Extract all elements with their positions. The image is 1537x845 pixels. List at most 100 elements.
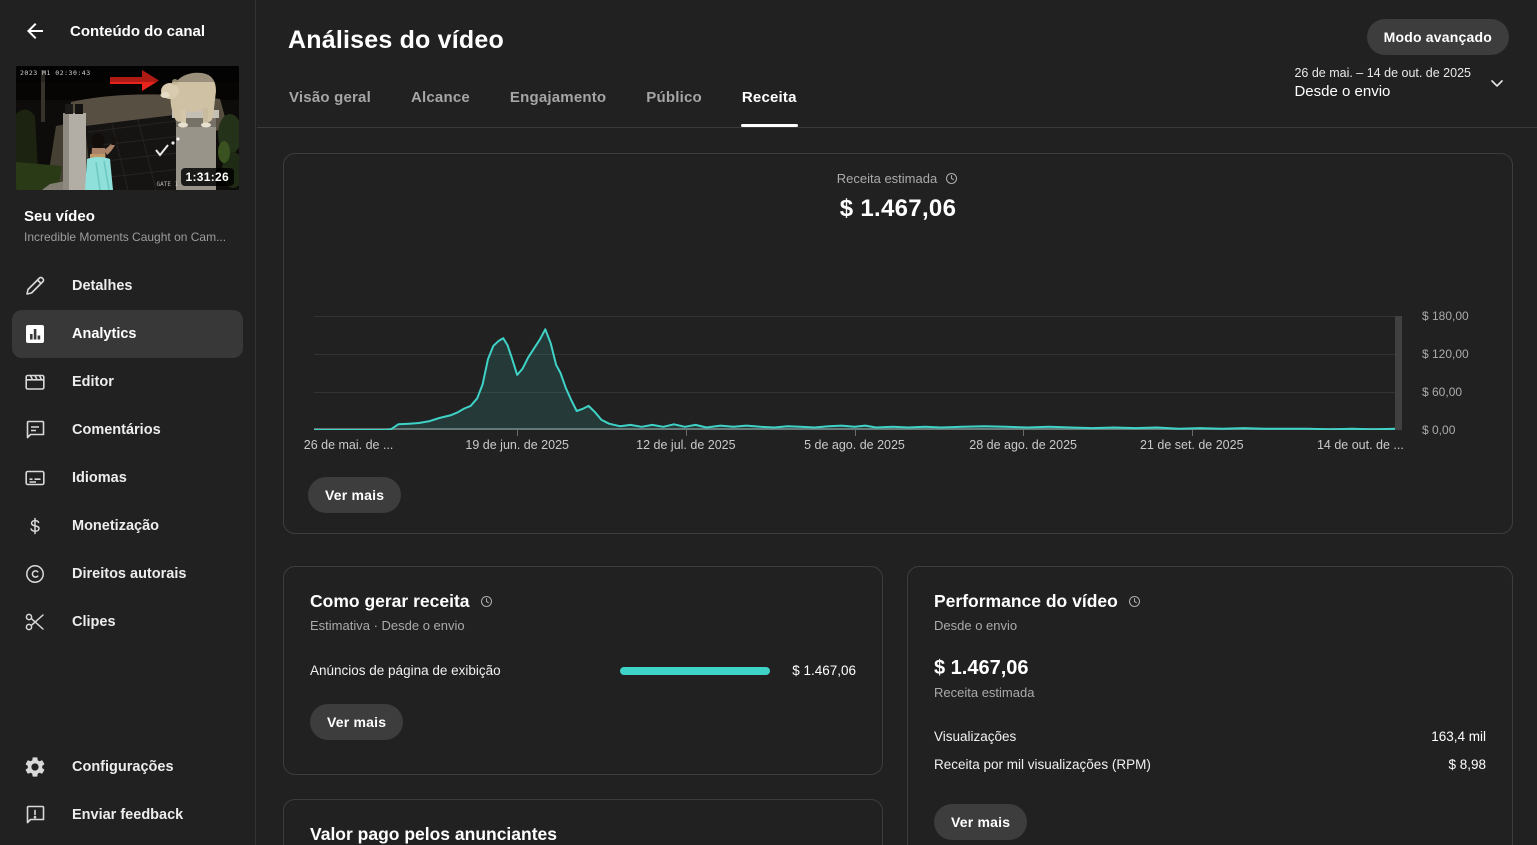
- camera-label: GATE 1: [156, 181, 179, 188]
- video-owner-label: Seu vídeo: [24, 208, 95, 225]
- main-area: Análises do vídeo Modo avançado Visão ge…: [257, 0, 1537, 845]
- clock-icon: [1127, 594, 1142, 609]
- metric-row-label: Receita por mil visualizações (RPM): [934, 756, 1151, 772]
- sidebar-item-enviar-feedback[interactable]: Enviar feedback: [12, 791, 243, 839]
- x-axis-label: 19 de jun. de 2025: [465, 438, 570, 452]
- revenue-line-chart[interactable]: [314, 316, 1402, 430]
- gridline-180: [314, 316, 1395, 317]
- topbar: Análises do vídeo Modo avançado Visão ge…: [257, 0, 1537, 128]
- x-axis-tick: [854, 430, 856, 436]
- performance-see-more-button[interactable]: Ver mais: [934, 804, 1028, 840]
- sidebar-item-analytics[interactable]: Analytics: [12, 310, 243, 358]
- metric-row: Receita por mil visualizações (RPM) $ 8,9…: [934, 750, 1486, 778]
- sidebar-item-label: Enviar feedback: [72, 807, 184, 823]
- sidebar-item-detalhes[interactable]: Detalhes: [12, 262, 243, 310]
- sidebar-item-label: Comentários: [72, 422, 161, 438]
- sidebar-item-label: Configurações: [72, 759, 174, 775]
- metric-row-label: Visualizações: [934, 728, 1017, 744]
- sidebar-item-idiomas[interactable]: Idiomas: [12, 454, 243, 502]
- x-axis-tick: [1023, 430, 1025, 436]
- tab-engajamento[interactable]: Engajamento: [509, 89, 607, 106]
- video-thumbnail[interactable]: 2023 M1 02:30:43 GATE 1 1:31:26: [16, 66, 239, 190]
- monetization-bar: [620, 666, 770, 675]
- metric-row: Visualizações 163,4 mil: [934, 722, 1486, 750]
- sidebar-nav: Detalhes Analytics Editor Comentários Idioma…: [0, 262, 255, 646]
- sidebar-item-direitos-autorais[interactable]: Direitos autorais: [12, 550, 243, 598]
- pencil-icon: [23, 274, 47, 298]
- date-range-texts: 26 de mai. – 14 de out. de 2025 Desde o …: [1294, 66, 1471, 100]
- chart-end-scrubber[interactable]: [1395, 316, 1402, 430]
- y-axis-label: $ 60,00: [1422, 385, 1463, 399]
- chevron-down-icon: [1487, 73, 1507, 93]
- x-axis-label: 26 de mai. de ...: [303, 438, 394, 452]
- video-title-text: Incredible Moments Caught on Cam...: [24, 230, 227, 244]
- date-range-value: 26 de mai. – 14 de out. de 2025: [1294, 66, 1471, 80]
- chart-header: Receita estimada $ 1.467,06: [284, 170, 1512, 223]
- feedback-icon: [23, 803, 47, 827]
- sidebar-item-label: Analytics: [72, 326, 137, 342]
- chart-metric-label-row: Receita estimada: [837, 171, 959, 186]
- card-title: Performance do vídeo: [934, 591, 1118, 611]
- tab-receita[interactable]: Receita: [740, 89, 798, 127]
- sidebar-item-monetizacao[interactable]: Monetização: [12, 502, 243, 550]
- analytics-icon: [23, 322, 47, 346]
- card-title-row: Performance do vídeo: [934, 591, 1486, 612]
- sidebar-item-label: Detalhes: [72, 278, 133, 294]
- monetization-row: Anúncios de página de exibição $ 1.467,0…: [310, 663, 856, 678]
- sidebar-item-label: Clipes: [72, 614, 116, 630]
- x-axis-tick: [685, 430, 687, 436]
- x-axis-label: 14 de out. de ...: [1316, 438, 1404, 452]
- tab-publico[interactable]: Público: [646, 89, 702, 106]
- x-axis-tick: [517, 430, 519, 436]
- cards-row: Como gerar receita Estimativa · Desde o …: [283, 566, 1513, 845]
- comments-icon: [23, 418, 47, 442]
- card-title: Como gerar receita: [310, 591, 470, 611]
- sidebar-item-label: Monetização: [72, 518, 160, 534]
- card-title-row: Como gerar receita: [310, 591, 856, 612]
- date-range-mode: Desde o envio: [1294, 83, 1391, 100]
- card-title: Valor pago pelos anunciantes: [310, 824, 558, 844]
- x-axis-label: 28 de ago. de 2025: [969, 438, 1077, 452]
- sidebar-item-clipes[interactable]: Clipes: [12, 598, 243, 646]
- y-axis-label: $ 180,00: [1422, 309, 1469, 323]
- monetization-row-label: Anúncios de página de exibição: [310, 663, 501, 678]
- monetize-see-more-button[interactable]: Ver mais: [310, 704, 404, 740]
- sidebar-item-configuracoes[interactable]: Configurações: [12, 743, 243, 791]
- y-axis-label: $ 120,00: [1422, 347, 1469, 361]
- metric-row-value: 163,4 mil: [1431, 728, 1486, 744]
- sidebar-spacer: [0, 646, 255, 743]
- tab-visao-geral[interactable]: Visão geral: [289, 89, 371, 106]
- gridline-120: [314, 354, 1395, 355]
- sidebar-header: Conteúdo do canal: [0, 0, 255, 62]
- page-title: Análises do vídeo: [288, 26, 504, 54]
- video-performance-card: Performance do vídeo Desde o envio $ 1.4…: [907, 566, 1513, 845]
- card-subtitle: Estimativa · Desde o envio: [310, 618, 465, 633]
- sidebar-item-label: Direitos autorais: [72, 566, 187, 582]
- chart-see-more-button[interactable]: Ver mais: [308, 477, 402, 513]
- back-button[interactable]: [23, 19, 47, 43]
- estimated-revenue-label: Receita estimada: [934, 685, 1035, 700]
- clock-icon: [479, 594, 494, 609]
- y-axis-label: $ 0,00: [1422, 423, 1456, 437]
- analytics-tabs: Visão geral Alcance Engajamento Público Rece…: [288, 89, 798, 127]
- card-subtitle: Desde o envio: [934, 618, 1018, 633]
- sidebar: Conteúdo do canal: [0, 0, 256, 845]
- performance-metric-rows: Visualizações 163,4 mil Receita por mil vi…: [934, 722, 1486, 778]
- x-axis-label: 5 de ago. de 2025: [804, 438, 905, 452]
- how-to-monetize-card: Como gerar receita Estimativa · Desde o …: [283, 566, 883, 775]
- advanced-mode-button[interactable]: Modo avançado: [1366, 19, 1509, 55]
- sidebar-item-comentarios[interactable]: Comentários: [12, 406, 243, 454]
- video-duration-badge: 1:31:26: [180, 168, 234, 186]
- subtitles-icon: [23, 466, 47, 490]
- gear-icon: [23, 755, 47, 779]
- dollar-icon: [23, 514, 47, 538]
- chart-metric-value: $ 1.467,06: [839, 195, 957, 222]
- tab-alcance[interactable]: Alcance: [410, 89, 470, 106]
- sidebar-item-editor[interactable]: Editor: [12, 358, 243, 406]
- chart-metric-label: Receita estimada: [836, 171, 938, 186]
- gridline-0: [314, 428, 1395, 430]
- date-range-picker[interactable]: 26 de mai. – 14 de out. de 2025 Desde o …: [1294, 66, 1507, 100]
- red-arrow: [110, 70, 159, 91]
- gridline-60: [314, 392, 1395, 393]
